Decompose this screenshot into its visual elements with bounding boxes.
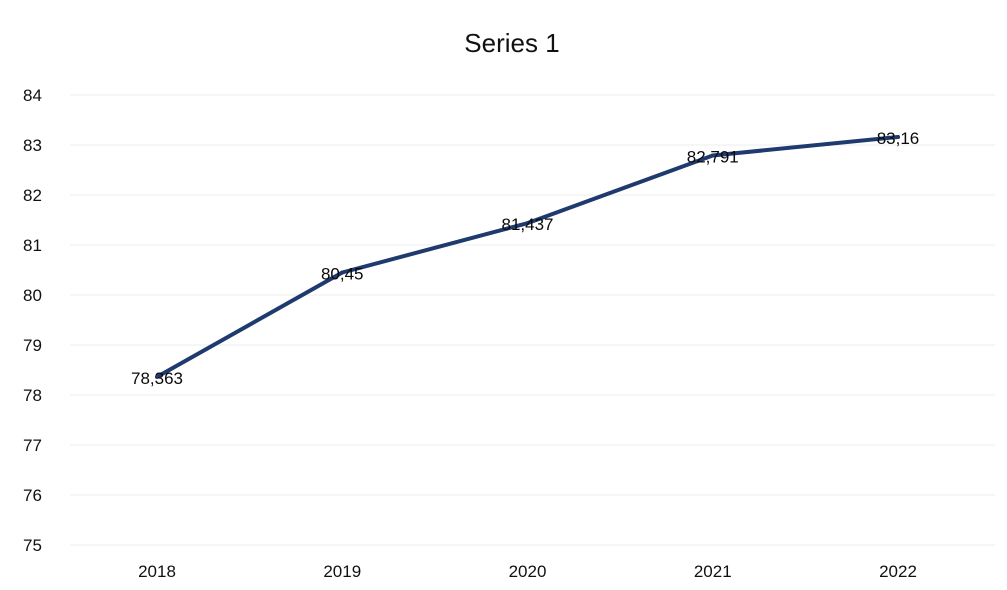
x-tick-label: 2022 (879, 562, 917, 581)
x-tick-label: 2020 (509, 562, 547, 581)
y-tick-label: 82 (23, 186, 42, 205)
data-label: 81,437 (502, 215, 554, 234)
series-line (155, 135, 900, 379)
y-axis: 75 76 77 78 79 80 81 82 83 84 (23, 86, 42, 555)
data-label: 82,791 (687, 147, 739, 166)
x-tick-label: 2021 (694, 562, 732, 581)
y-tick-label: 78 (23, 386, 42, 405)
data-labels: 78,363 80,45 81,437 82,791 83,16 (131, 129, 919, 388)
x-axis: 2018 2019 2020 2021 2022 (138, 562, 917, 581)
data-point (710, 153, 715, 158)
chart-title: Series 1 (464, 28, 559, 58)
x-tick-label: 2019 (323, 562, 361, 581)
data-point (525, 221, 530, 226)
data-label: 78,363 (131, 369, 183, 388)
gridlines (70, 94, 995, 546)
y-tick-label: 84 (23, 86, 42, 105)
data-label: 83,16 (877, 129, 920, 148)
series-group (155, 135, 900, 379)
x-tick-label: 2018 (138, 562, 176, 581)
y-tick-label: 75 (23, 536, 42, 555)
y-tick-label: 80 (23, 286, 42, 305)
y-tick-label: 77 (23, 436, 42, 455)
data-point (340, 270, 345, 275)
y-tick-label: 81 (23, 236, 42, 255)
data-label: 80,45 (321, 265, 364, 284)
data-point (155, 374, 159, 379)
y-tick-label: 83 (23, 136, 42, 155)
y-tick-label: 79 (23, 336, 42, 355)
y-tick-label: 76 (23, 486, 42, 505)
data-point (896, 135, 900, 139)
